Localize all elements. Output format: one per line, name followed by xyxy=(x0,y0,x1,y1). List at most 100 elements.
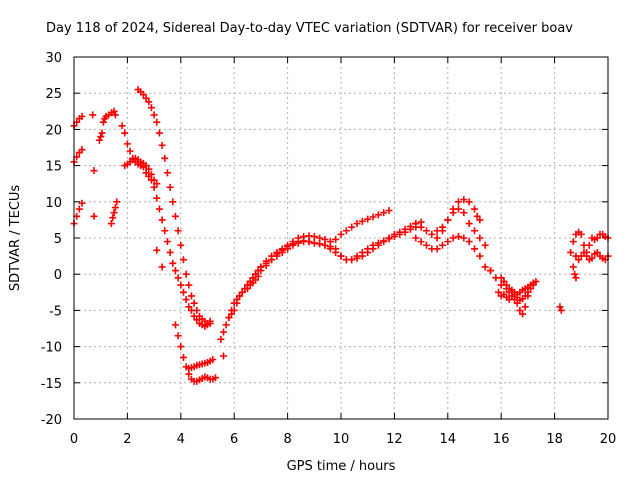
x-tick-label: 8 xyxy=(283,432,291,447)
y-tick-label: 25 xyxy=(45,87,62,102)
data-point xyxy=(406,225,414,233)
data-point xyxy=(337,252,345,260)
data-point xyxy=(473,212,481,220)
data-point xyxy=(145,98,153,106)
data-point xyxy=(233,299,241,307)
data-point xyxy=(342,227,350,235)
data-point xyxy=(110,209,118,217)
data-point xyxy=(348,223,356,231)
data-point xyxy=(153,118,161,126)
x-tick-label: 10 xyxy=(333,432,350,447)
data-point xyxy=(332,248,340,256)
data-point xyxy=(212,374,220,382)
data-point xyxy=(569,263,577,271)
data-point xyxy=(78,199,86,207)
data-point xyxy=(150,183,158,191)
data-point xyxy=(454,198,462,206)
data-point xyxy=(142,94,150,102)
data-point xyxy=(454,233,462,241)
data-point xyxy=(316,240,324,248)
data-point xyxy=(123,140,131,148)
data-point xyxy=(166,248,174,256)
series-end-b xyxy=(572,248,612,264)
series-arc-d xyxy=(89,111,98,175)
data-point xyxy=(278,246,286,254)
data-point xyxy=(310,233,318,241)
data-point xyxy=(289,240,297,248)
data-point xyxy=(185,281,193,289)
data-point xyxy=(109,214,117,222)
data-point xyxy=(158,216,166,224)
data-point xyxy=(556,303,564,311)
series-isolated xyxy=(153,246,228,360)
data-point xyxy=(569,238,577,246)
data-point xyxy=(593,234,601,242)
data-point xyxy=(177,241,185,249)
series-late-d xyxy=(556,263,580,314)
plot-frame xyxy=(73,56,609,420)
data-point xyxy=(401,228,409,236)
data-point xyxy=(262,262,270,270)
data-point xyxy=(155,205,163,213)
data-point xyxy=(90,167,98,175)
data-point xyxy=(495,288,503,296)
data-point xyxy=(481,241,489,249)
data-point xyxy=(244,285,252,293)
data-point xyxy=(471,245,478,253)
data-point xyxy=(236,292,244,300)
series-dip-low-b xyxy=(185,356,217,372)
data-point xyxy=(396,230,404,238)
x-tick-label: 2 xyxy=(123,432,131,447)
data-point xyxy=(153,180,161,188)
data-point xyxy=(583,252,591,260)
data-point xyxy=(438,241,446,249)
data-point xyxy=(374,211,382,219)
data-point xyxy=(460,234,468,242)
data-point xyxy=(121,129,129,137)
data-point xyxy=(111,204,119,212)
series-arc-f xyxy=(95,107,119,144)
data-point xyxy=(476,252,484,260)
y-tick-label: 30 xyxy=(45,51,62,66)
data-point xyxy=(449,209,457,217)
x-axis-label: GPS time / hours xyxy=(287,459,396,474)
data-point xyxy=(348,256,356,264)
y-tick-label: 0 xyxy=(54,268,62,283)
data-point xyxy=(364,215,372,223)
data-point xyxy=(161,227,169,235)
series-dip-low xyxy=(171,321,220,385)
data-point xyxy=(385,235,393,243)
y-tick-label: -20 xyxy=(41,413,62,428)
data-point xyxy=(179,353,187,361)
series-late-b xyxy=(497,274,540,298)
data-point xyxy=(557,306,565,314)
data-point xyxy=(177,343,185,351)
data-point xyxy=(321,241,329,249)
data-point xyxy=(521,292,529,300)
data-point xyxy=(465,238,473,246)
series-arc-b xyxy=(70,146,86,166)
y-axis-label: SDTVAR / TECUs xyxy=(8,185,23,292)
data-point xyxy=(142,162,150,170)
y-tick-label: 5 xyxy=(54,232,62,247)
data-point xyxy=(179,256,187,264)
data-point xyxy=(254,272,262,280)
data-point xyxy=(571,270,579,278)
data-point xyxy=(358,217,366,225)
data-point xyxy=(111,111,119,119)
data-point xyxy=(153,194,161,202)
data-point xyxy=(145,165,153,173)
data-point xyxy=(150,176,158,184)
y-tick-label: 10 xyxy=(45,196,62,211)
data-point xyxy=(252,276,260,284)
data-point xyxy=(500,277,508,285)
x-tick-label: 14 xyxy=(440,432,457,447)
data-point xyxy=(524,288,532,296)
data-point xyxy=(75,205,83,213)
series-dip-mid xyxy=(134,86,214,327)
data-point xyxy=(166,183,174,191)
x-tick-label: 16 xyxy=(493,432,510,447)
data-point xyxy=(230,306,238,314)
data-point xyxy=(588,254,596,262)
data-point xyxy=(220,328,228,336)
